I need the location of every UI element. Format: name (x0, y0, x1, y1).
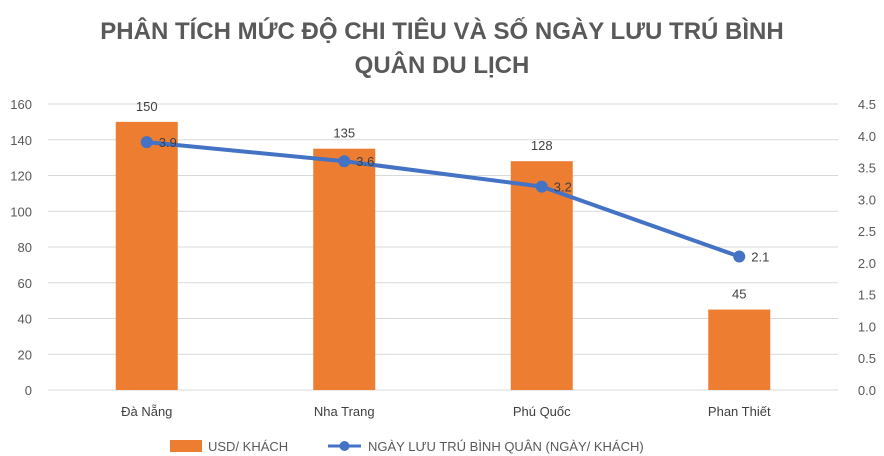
y-right-tick-1.0: 1.0 (858, 319, 876, 334)
y-left-tick-80: 80 (18, 240, 32, 255)
legend-marker-days (339, 441, 350, 451)
y-right-tick-1.5: 1.5 (858, 288, 876, 303)
legend: USD/ KHÁCH NGÀY LƯU TRÚ BÌNH QUÂN (NGÀY/… (170, 439, 644, 454)
line-path-days (144, 140, 742, 259)
line-label-phu-quoc: 3.2 (554, 180, 572, 195)
y-left-tick-20: 20 (18, 347, 32, 362)
line-point-nha-trang (338, 155, 351, 168)
y-left-tick-140: 140 (10, 133, 32, 148)
line-label-nha-trang: 3.6 (356, 154, 374, 169)
bar-label-phu-quoc: 128 (531, 138, 553, 153)
gridlines (48, 103, 838, 391)
line-series (140, 136, 746, 263)
y-right-tick-2.5: 2.5 (858, 224, 876, 239)
y-axis-right-ticks: 0.0 0.5 1.0 1.5 2.0 2.5 3.0 3.5 4.0 4.5 (858, 97, 876, 398)
bar-data-labels: 150 135 128 45 (136, 99, 747, 302)
y-right-tick-2.0: 2.0 (858, 256, 876, 271)
x-axis-categories: Đà Nẵng Nha Trang Phú Quốc Phan Thiết (121, 404, 771, 419)
legend-label-usd: USD/ KHÁCH (208, 439, 288, 454)
bar-label-da-nang: 150 (136, 99, 158, 114)
line-label-phan-thiet: 2.1 (751, 250, 769, 265)
line-label-da-nang: 3.9 (159, 135, 177, 150)
legend-swatch-usd (170, 440, 202, 452)
y-right-tick-4.5: 4.5 (858, 97, 876, 112)
bar-da-nang (115, 121, 178, 390)
y-right-tick-3.5: 3.5 (858, 161, 876, 176)
chart-title-line-2: QUÂN DU LỊCH (355, 51, 530, 79)
x-tick-da-nang: Đà Nẵng (121, 404, 172, 419)
x-tick-phan-thiet: Phan Thiết (708, 404, 771, 419)
y-left-tick-100: 100 (10, 204, 32, 219)
bar-phan-thiet (708, 309, 771, 390)
x-tick-nha-trang: Nha Trang (314, 404, 375, 419)
y-left-tick-120: 120 (10, 169, 32, 184)
y-left-tick-60: 60 (18, 276, 32, 291)
line-data-labels: 3.9 3.6 3.2 2.1 (159, 135, 770, 264)
line-point-phan-thiet (733, 250, 746, 263)
y-right-tick-0.0: 0.0 (858, 383, 876, 398)
chart-title-line-1: PHÂN TÍCH MỨC ĐỘ CHI TIÊU VÀ SỐ NGÀY LƯU… (100, 17, 783, 45)
legend-label-days: NGÀY LƯU TRÚ BÌNH QUÂN (NGÀY/ KHÁCH) (368, 439, 644, 454)
y-left-tick-160: 160 (10, 97, 32, 112)
bar-phu-quoc (510, 161, 573, 390)
y-left-tick-40: 40 (18, 312, 32, 327)
y-right-tick-4.0: 4.0 (858, 129, 876, 144)
x-tick-phu-quoc: Phú Quốc (513, 404, 571, 419)
y-left-tick-0: 0 (25, 383, 32, 398)
y-right-tick-0.5: 0.5 (858, 351, 876, 366)
line-point-phu-quoc (535, 180, 548, 193)
bar-nha-trang (313, 148, 376, 390)
bar-label-nha-trang: 135 (333, 126, 355, 141)
line-point-da-nang (140, 136, 153, 149)
bar-label-phan-thiet: 45 (732, 287, 746, 302)
y-right-tick-3.0: 3.0 (858, 192, 876, 207)
y-axis-left-ticks: 0 20 40 60 80 100 120 140 160 (10, 97, 32, 398)
bar-series (115, 121, 771, 390)
